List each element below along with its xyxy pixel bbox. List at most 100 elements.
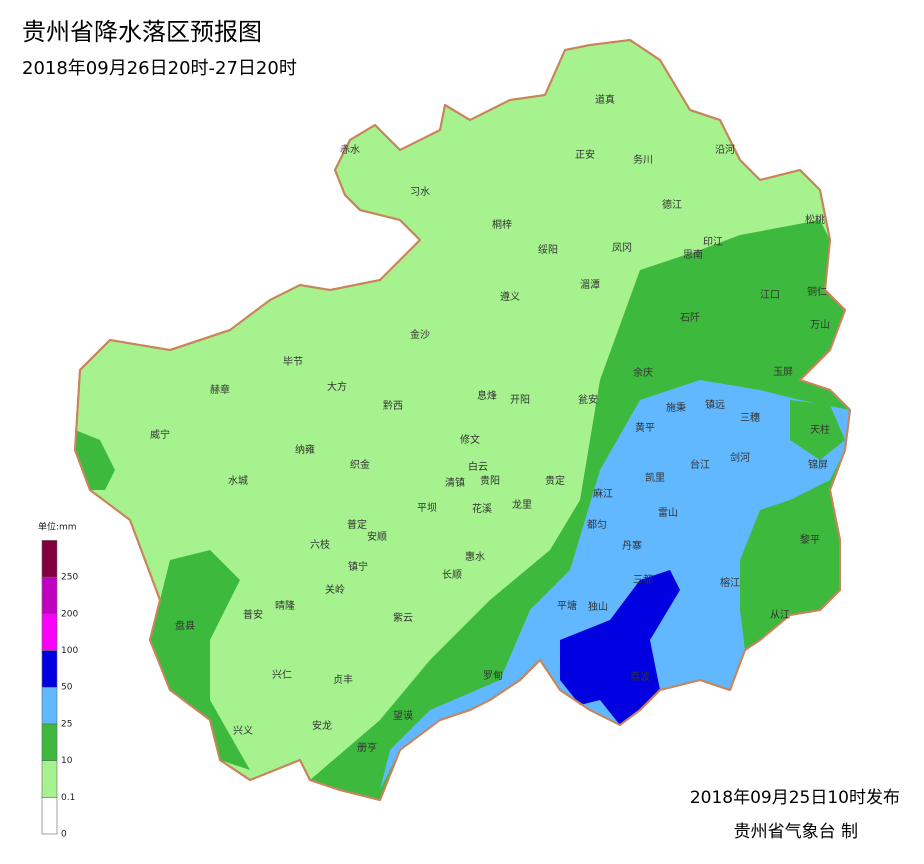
county-label: 黄平 [635, 421, 655, 434]
county-label: 织金 [350, 458, 370, 471]
county-label: 盘县 [175, 619, 195, 632]
legend-swatch [41, 686, 58, 725]
rain-10-25 [790, 400, 845, 460]
rain-25-50 [380, 380, 850, 790]
county-label: 务川 [633, 153, 653, 166]
county-label: 从江 [770, 609, 790, 621]
county-label: 赤水 [340, 144, 360, 156]
county-label: 册亨 [357, 741, 377, 754]
county-label: 水城 [228, 475, 248, 487]
county-label: 关岭 [325, 583, 345, 596]
county-label: 习水 [410, 186, 430, 198]
county-label: 思南 [683, 248, 703, 261]
legend-swatch [41, 723, 58, 761]
county-label: 安龙 [312, 719, 332, 732]
county-label: 望谟 [393, 709, 413, 722]
county-label: 金沙 [410, 328, 430, 341]
county-label: 石阡 [680, 312, 700, 324]
rain-10-25 [150, 550, 250, 770]
county-label: 德江 [662, 198, 682, 211]
legend-label: 0 [61, 830, 67, 840]
county-label: 贞丰 [333, 673, 353, 686]
legend-label: 25 [61, 719, 72, 729]
county-label: 铜仁 [807, 286, 827, 298]
county-label: 白云 [468, 460, 488, 473]
county-label: 遵义 [500, 290, 520, 303]
county-label: 绥阳 [538, 244, 558, 256]
county-label: 凤冈 [612, 242, 632, 254]
county-label: 麻江 [593, 487, 613, 500]
map-edge [74, 39, 851, 801]
county-label: 都匀 [587, 519, 607, 531]
county-label: 修文 [460, 433, 480, 446]
county-label: 剑河 [730, 451, 750, 464]
county-label: 沿河 [715, 144, 735, 156]
county-label: 六枝 [310, 538, 330, 551]
county-label: 平塘 [557, 599, 577, 612]
county-label: 湄潭 [580, 279, 600, 291]
county-label: 兴义 [233, 725, 253, 737]
county-label: 贵阳 [480, 474, 500, 487]
county-label: 江口 [760, 289, 780, 301]
county-label: 纳雍 [295, 443, 315, 456]
county-label: 三都 [633, 574, 653, 586]
county-label: 三穗 [740, 411, 760, 424]
subtitle: 2018年09月26日20时-27日20时 [22, 58, 297, 79]
county-label: 荔波 [630, 670, 650, 683]
county-label: 天柱 [810, 423, 830, 436]
legend-label: 10 [61, 756, 73, 766]
county-label: 镇远 [705, 398, 725, 411]
legend-swatch [41, 760, 58, 798]
county-label: 兴仁 [272, 669, 292, 681]
legend-label: 200 [61, 609, 78, 619]
county-label: 黔西 [383, 399, 403, 412]
county-label: 龙里 [512, 498, 532, 511]
county-label: 道真 [595, 93, 615, 106]
county-label: 普定 [347, 518, 367, 531]
county-label: 锦屏 [808, 458, 828, 471]
legend-swatch [41, 796, 58, 835]
county-label: 大方 [327, 380, 347, 393]
legend-unit: 单位:mm [38, 521, 77, 533]
county-label: 印江 [703, 236, 723, 248]
rain-50-100 [560, 570, 680, 725]
county-label: 花溪 [472, 502, 492, 515]
county-label: 贵定 [545, 474, 565, 487]
county-label: 威宁 [150, 428, 170, 441]
county-label: 榕江 [720, 576, 740, 589]
county-label: 镇宁 [348, 560, 368, 573]
county-label: 凯里 [645, 471, 665, 484]
county-label: 晴隆 [275, 599, 295, 612]
county-label: 赫章 [210, 383, 230, 396]
agency: 贵州省气象台 制 [734, 822, 858, 842]
county-label: 施秉 [666, 401, 686, 414]
county-label: 松桃 [805, 213, 825, 226]
legend-label: 50 [61, 683, 73, 693]
county-label: 清镇 [445, 476, 465, 489]
legend-label: 100 [61, 646, 78, 656]
county-label: 平坝 [417, 502, 437, 514]
county-label: 瓮安 [578, 393, 598, 406]
legend-label: 250 [61, 573, 78, 583]
legend-label: 0.1 [61, 793, 75, 803]
county-label: 雷山 [658, 507, 678, 519]
county-label: 正安 [575, 148, 595, 161]
county-label: 玉屏 [773, 366, 793, 378]
county-label: 台江 [690, 458, 710, 471]
county-label: 毕节 [283, 355, 303, 368]
county-label: 桐梓 [492, 218, 512, 231]
county-label: 余庆 [633, 366, 653, 379]
map-regions [74, 39, 851, 801]
issued: 2018年09月25日10时发布 [690, 788, 900, 808]
county-label: 普安 [243, 608, 263, 621]
county-label: 开阳 [510, 394, 530, 406]
legend-swatch [41, 650, 58, 688]
county-label: 万山 [810, 319, 830, 331]
county-label: 独山 [588, 600, 608, 613]
county-label: 罗甸 [483, 669, 503, 682]
county-label: 黎平 [800, 533, 820, 546]
title: 贵州省降水落区预报图 [22, 18, 262, 46]
county-label: 长顺 [442, 569, 462, 581]
county-label: 丹寨 [622, 539, 642, 552]
